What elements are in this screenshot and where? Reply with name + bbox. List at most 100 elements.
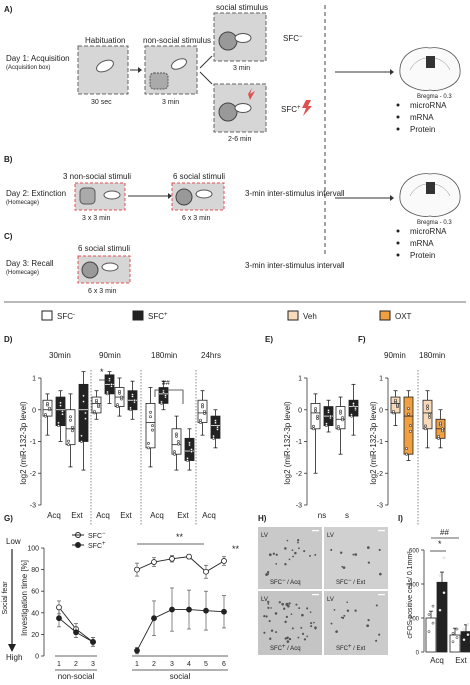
data-point — [428, 415, 431, 419]
box-iqr — [197, 399, 208, 423]
legend-swatch-sfc-plus — [132, 310, 144, 321]
data-point — [407, 412, 410, 416]
cell-speck — [283, 607, 286, 610]
data-point — [428, 413, 431, 416]
data-point — [394, 398, 397, 402]
y-tick-label: 0 — [298, 407, 302, 414]
group-label-social: social — [170, 672, 191, 681]
legend-label-veh: Veh — [303, 312, 317, 321]
cell-speck — [287, 604, 290, 608]
cell-speck — [267, 573, 270, 575]
y-tick-label: -3 — [377, 503, 383, 510]
data-point — [426, 407, 429, 411]
x-tick-label: 3 — [91, 661, 95, 668]
panel-g-legend: SFC− SFC+ — [72, 531, 106, 550]
cell-speck — [297, 636, 300, 639]
cell-speck — [343, 614, 346, 617]
cell-speck — [342, 566, 346, 569]
chart-g: 0 20 40 60 80 100 1 2 3 1 2 3 4 5 6 non-social social — [27, 546, 228, 681]
data-point — [173, 452, 176, 456]
data-point — [151, 424, 154, 428]
arrow-head — [390, 195, 394, 201]
y-tick-label: 1 — [32, 376, 36, 383]
cell-speck — [379, 572, 382, 576]
sig-hash-d: ## — [162, 380, 170, 387]
x-category-label: Ext — [120, 511, 132, 520]
y-tick-label: -1 — [296, 439, 302, 446]
data-point — [339, 409, 342, 413]
svg-text:LV: LV — [261, 533, 268, 539]
arrow-head — [390, 69, 394, 75]
x-tick-label: 2 — [74, 661, 78, 668]
y-tick-label: -1 — [377, 439, 383, 446]
panel-h-label: H) — [258, 514, 267, 523]
data-point — [186, 553, 192, 560]
data-point — [71, 429, 74, 433]
data-point — [84, 411, 87, 415]
x-category-label: Ext — [177, 511, 189, 520]
box-iqr — [55, 396, 66, 427]
data-point — [314, 409, 317, 413]
data-point — [59, 401, 62, 405]
cell-speck — [266, 571, 270, 574]
social-fear-label: Social fear — [2, 581, 9, 615]
y-tick-label: 0 — [416, 651, 420, 657]
cell-speck — [265, 615, 268, 618]
g-legend-sfc-plus: SFC+ — [88, 541, 106, 550]
legend-swatch-sfc-minus — [41, 310, 53, 321]
data-point — [424, 424, 427, 428]
box-iqr — [91, 396, 102, 414]
box-iqr — [184, 437, 195, 461]
data-point — [95, 398, 98, 402]
box-iqr — [171, 428, 182, 455]
x-tick-label: 1 — [57, 661, 61, 668]
data-point — [212, 434, 215, 438]
y-tick-label: 0 — [379, 407, 383, 414]
cell-speck — [290, 613, 293, 616]
svg-text:microRNA: microRNA — [410, 101, 447, 110]
cell-speck — [281, 602, 285, 606]
brain-section-icon — [399, 47, 461, 91]
x-category-label: Ext — [71, 511, 83, 520]
cell-speck — [309, 554, 311, 557]
box-iqr — [158, 387, 169, 404]
data-point — [131, 393, 134, 396]
cell-speck — [346, 609, 350, 612]
cell-speck — [297, 538, 300, 542]
data-point — [392, 409, 395, 413]
svg-text:LV: LV — [327, 533, 334, 539]
data-point — [160, 400, 163, 404]
svg-text:Protein: Protein — [410, 125, 435, 134]
cell-speck — [303, 638, 307, 641]
data-point — [59, 404, 62, 408]
social-fear-arrow-head — [8, 644, 16, 652]
social-stimulus-label: social stimulus — [216, 3, 268, 12]
cell-speck — [275, 631, 278, 634]
cell-speck — [274, 612, 278, 615]
high-label: High — [6, 653, 22, 662]
timepoint-f-180min: 180min — [419, 351, 445, 360]
panel-g-ylabel: Investigation time [%] — [20, 560, 29, 636]
cell-speck — [333, 608, 336, 611]
panel-f-label: F) — [358, 335, 366, 344]
y-tick-label: 80 — [31, 567, 39, 574]
data-point — [133, 398, 136, 402]
panel-e-label: E) — [265, 335, 273, 344]
data-point — [134, 647, 140, 654]
data-point — [314, 407, 317, 410]
y-tick-label: 600 — [409, 549, 420, 555]
interval-label-c: 3-min inter-stimulus intervall — [245, 261, 345, 270]
cell-speck — [285, 615, 288, 618]
data-point — [56, 615, 62, 622]
micrograph-2: LV SFC− / Ext — [324, 527, 388, 589]
data-point — [186, 606, 192, 613]
data-point — [327, 408, 330, 412]
box-iqr — [210, 415, 221, 439]
data-point — [455, 636, 459, 639]
outcome-list-1: microRNA mRNA Protein — [396, 101, 447, 134]
data-point — [73, 629, 79, 636]
data-point — [48, 406, 51, 410]
cell-speck — [270, 607, 272, 609]
data-point — [97, 403, 100, 407]
